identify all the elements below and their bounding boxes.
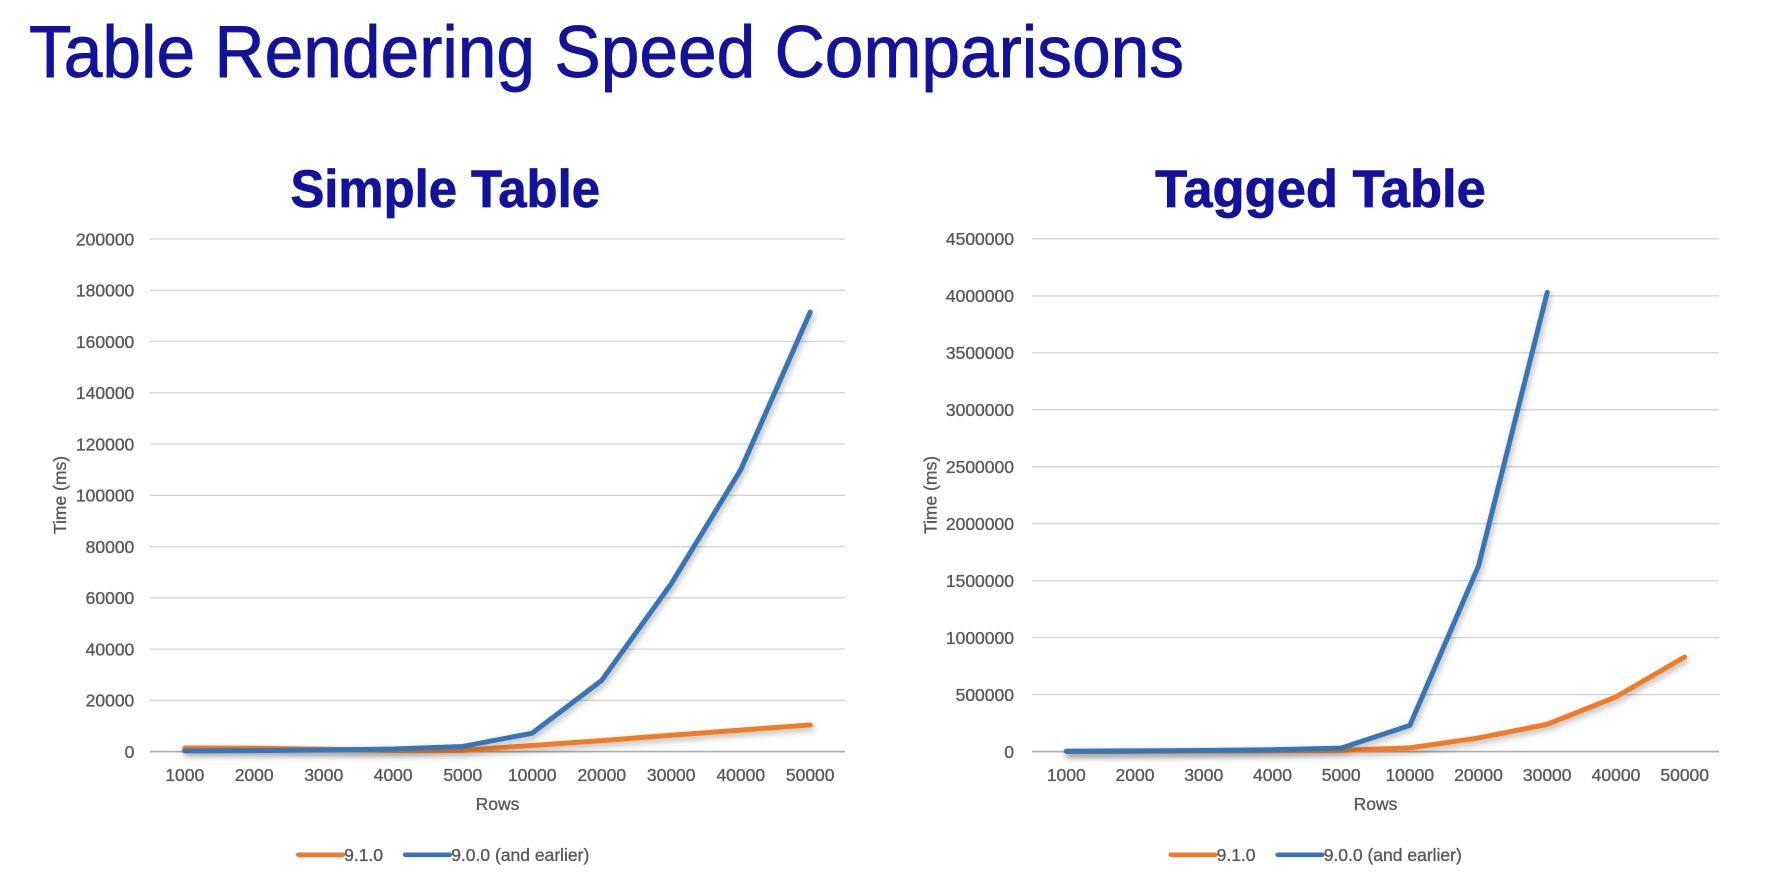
svg-text:Rows: Rows (476, 794, 520, 814)
svg-text:4000: 4000 (374, 765, 413, 785)
svg-text:140000: 140000 (76, 383, 135, 403)
svg-text:10000: 10000 (1385, 765, 1434, 785)
svg-text:180000: 180000 (76, 281, 135, 301)
svg-text:Tagged Table: Tagged Table (1155, 160, 1486, 219)
svg-text:0: 0 (1004, 742, 1014, 762)
svg-text:2000000: 2000000 (946, 514, 1014, 534)
svg-text:30000: 30000 (1523, 765, 1572, 785)
svg-text:20000: 20000 (577, 765, 626, 785)
svg-text:Simple Table: Simple Table (290, 160, 600, 219)
svg-text:10000: 10000 (508, 765, 557, 785)
svg-text:4000000: 4000000 (946, 286, 1014, 306)
svg-text:160000: 160000 (76, 332, 135, 352)
svg-text:60000: 60000 (86, 588, 135, 608)
svg-text:20000: 20000 (86, 691, 135, 711)
svg-text:20000: 20000 (1454, 765, 1503, 785)
svg-text:9.0.0 (and earlier): 9.0.0 (and earlier) (451, 845, 589, 865)
svg-text:3500000: 3500000 (946, 343, 1014, 363)
svg-text:40000: 40000 (86, 639, 135, 659)
svg-text:2000: 2000 (235, 765, 274, 785)
svg-text:50000: 50000 (786, 765, 835, 785)
svg-text:50000: 50000 (1660, 765, 1709, 785)
svg-text:40000: 40000 (716, 765, 765, 785)
svg-text:80000: 80000 (86, 537, 135, 557)
svg-text:Rows: Rows (1354, 794, 1398, 814)
svg-text:4000: 4000 (1253, 765, 1292, 785)
svg-text:3000: 3000 (304, 765, 343, 785)
svg-text:40000: 40000 (1592, 765, 1641, 785)
svg-text:200000: 200000 (76, 229, 135, 249)
svg-text:2500000: 2500000 (946, 457, 1014, 477)
svg-text:9.1.0: 9.1.0 (1217, 845, 1256, 865)
svg-text:5000: 5000 (443, 765, 482, 785)
svg-text:Time (ms): Time (ms) (921, 456, 941, 534)
svg-text:9.0.0 (and earlier): 9.0.0 (and earlier) (1324, 845, 1462, 865)
svg-text:1000: 1000 (1047, 765, 1086, 785)
svg-text:30000: 30000 (647, 765, 696, 785)
svg-text:9.1.0: 9.1.0 (344, 845, 383, 865)
svg-text:1000000: 1000000 (946, 628, 1014, 648)
svg-text:3000: 3000 (1184, 765, 1223, 785)
svg-text:3000000: 3000000 (946, 400, 1014, 420)
svg-text:Time (ms): Time (ms) (50, 456, 70, 534)
svg-text:0: 0 (125, 742, 135, 762)
svg-text:4500000: 4500000 (946, 229, 1014, 249)
svg-text:100000: 100000 (76, 486, 135, 506)
svg-text:Table Rendering Speed Comparis: Table Rendering Speed Comparisons (29, 12, 1184, 93)
svg-text:1500000: 1500000 (946, 571, 1014, 591)
svg-text:2000: 2000 (1116, 765, 1155, 785)
svg-text:120000: 120000 (76, 434, 135, 454)
svg-text:500000: 500000 (956, 685, 1015, 705)
svg-text:5000: 5000 (1322, 765, 1361, 785)
svg-text:1000: 1000 (165, 765, 204, 785)
